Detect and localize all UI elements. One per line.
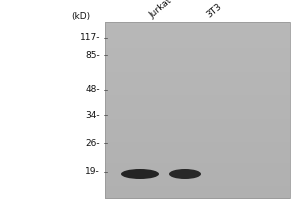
Bar (105, 142, 290, 146)
Bar (105, 131, 290, 134)
Bar (105, 75, 290, 78)
Bar (105, 183, 290, 187)
Text: 85-: 85- (85, 50, 100, 60)
Bar (105, 154, 290, 157)
Bar (105, 104, 290, 108)
Ellipse shape (121, 169, 159, 179)
Text: 26-: 26- (85, 138, 100, 148)
Bar (105, 169, 290, 172)
Bar (105, 107, 290, 110)
Text: Jurkat: Jurkat (148, 0, 174, 20)
Bar (105, 136, 290, 140)
Bar (105, 125, 290, 128)
Bar (105, 72, 290, 75)
Bar (105, 195, 290, 198)
Bar (105, 37, 290, 40)
Bar (105, 69, 290, 72)
Bar (105, 189, 290, 193)
Bar (105, 84, 290, 87)
Bar (105, 57, 290, 61)
Bar (105, 157, 290, 160)
Bar (105, 151, 290, 154)
Bar (105, 119, 290, 122)
Bar (105, 89, 290, 93)
Bar (105, 60, 290, 64)
Bar (105, 101, 290, 105)
Bar (105, 133, 290, 137)
Bar (105, 40, 290, 43)
Bar (105, 122, 290, 125)
Bar (105, 63, 290, 66)
Bar (105, 78, 290, 81)
Text: 117-: 117- (80, 33, 100, 43)
Bar (105, 28, 290, 31)
Bar (105, 110, 290, 113)
Bar (105, 48, 290, 52)
Bar (105, 139, 290, 143)
Bar (105, 148, 290, 152)
Bar (105, 145, 290, 149)
Text: 19-: 19- (85, 168, 100, 176)
Bar (105, 128, 290, 131)
Bar (105, 175, 290, 178)
Bar (105, 66, 290, 69)
Bar (105, 34, 290, 37)
Bar (105, 95, 290, 99)
Bar (105, 163, 290, 166)
Text: 48-: 48- (85, 86, 100, 95)
Bar (105, 192, 290, 196)
Ellipse shape (169, 169, 201, 179)
Bar (105, 186, 290, 190)
Bar (105, 87, 290, 90)
Bar (105, 31, 290, 34)
Bar (105, 51, 290, 55)
Bar (105, 116, 290, 119)
Text: 3T3: 3T3 (205, 2, 224, 20)
Bar (105, 92, 290, 96)
Bar (105, 180, 290, 184)
Bar (105, 43, 290, 46)
Bar (105, 177, 290, 181)
Bar (105, 160, 290, 163)
Bar (105, 22, 290, 25)
Bar (105, 166, 290, 169)
Bar (105, 22, 290, 198)
Bar (105, 54, 290, 58)
Bar (105, 98, 290, 102)
Bar (105, 45, 290, 49)
Bar (105, 113, 290, 116)
Text: (kD): (kD) (71, 12, 90, 21)
Text: 34-: 34- (85, 110, 100, 119)
Bar (105, 25, 290, 28)
Bar (105, 172, 290, 175)
Bar (105, 81, 290, 84)
